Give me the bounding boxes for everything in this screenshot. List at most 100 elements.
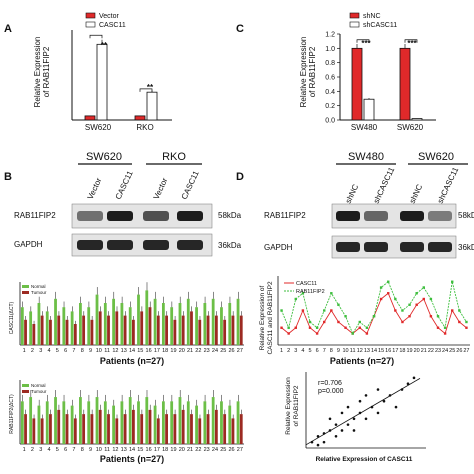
panel-letter-c: C [236, 23, 244, 35]
rab11fip2-bars-bar-16-1 [145, 397, 149, 444]
rab11fip2-bars-bar-27-1 [236, 401, 240, 444]
casc11-bars-bar-26-1 [228, 303, 232, 345]
rab11fip2-bars-bar-17-2 [156, 418, 160, 444]
rab11fip2-bars-xtick-5: 5 [56, 447, 59, 453]
scatter-anno-r: r=0.706 [318, 380, 342, 387]
panel-letter-b: B [4, 171, 12, 183]
rab11fip2-bars-xtick-2: 2 [31, 447, 34, 453]
line-point-2-20 [415, 292, 418, 295]
line-point-1-16 [387, 292, 390, 295]
casc11-bars-xtick-24: 24 [212, 348, 218, 354]
panel-c-sig-2: *** [407, 39, 417, 48]
casc11-bars-bar-14-1 [128, 307, 132, 345]
rab11fip2-bars-xtick-7: 7 [72, 447, 75, 453]
casc11-bars-bar-23-1 [203, 303, 207, 345]
rab11fip2-bars-bar-24-2 [214, 409, 218, 444]
line-xtick-23: 23 [435, 348, 441, 354]
panel-a-sig-1: ** [101, 41, 108, 50]
panel-d-blot-gapdh [331, 235, 457, 259]
casc11-bars-bar-13-2 [123, 315, 127, 345]
panel-b-size-58: 58kDa [218, 211, 242, 220]
scatter-point-20 [376, 388, 380, 391]
line-point-2-16 [387, 280, 390, 283]
scatter-point-26 [412, 376, 416, 380]
panel-a-xtick-rko: RKO [136, 123, 153, 132]
casc11-bars-bar-11-1 [103, 303, 107, 345]
casc11-bars-xtick-16: 16 [146, 348, 152, 354]
panel-a-legend-vector: Vector [99, 13, 120, 20]
casc11-bars-xtick-18: 18 [162, 348, 168, 354]
rab11fip2-bars-bar-27-2 [239, 414, 243, 444]
panel-b-lane-4: CASC11 [180, 169, 201, 201]
line-point-1-6 [315, 332, 319, 335]
line-point-1-24 [443, 332, 447, 335]
rab11fip2-bars-bar-8-2 [82, 414, 86, 444]
rab11fip2-bars-bar-18-1 [161, 401, 165, 444]
scatter-point-8 [340, 429, 344, 432]
casc11-bars-bar-11-2 [107, 315, 110, 345]
casc11-bars-xtick-14: 14 [129, 348, 135, 354]
scatter-point-10 [346, 423, 350, 426]
casc11-bars-xtick-10: 10 [96, 348, 102, 354]
rab11fip2-bars-bar-26-1 [228, 405, 232, 444]
panel-b-band-2-2 [107, 240, 133, 250]
rab11fip2-bars-bar-9-1 [87, 401, 91, 444]
rab11fip2-bars-bar-18-2 [165, 414, 168, 444]
panel-d-band-1-4 [428, 211, 452, 221]
line-legend-rab11fip2: RAB11FIP2 [296, 289, 325, 295]
line-xtick-6: 6 [316, 348, 319, 354]
rab11fip2-bars-bar-10-2 [98, 409, 102, 444]
rab11fip2-bars-bar-11-1 [103, 401, 107, 444]
line-point-2-17 [394, 297, 397, 301]
line-point-1-4 [301, 309, 305, 312]
patients-xlabel-3: Patients (n=27) [330, 356, 394, 366]
scatter-point-2 [316, 435, 320, 438]
line-xtick-11: 11 [350, 348, 356, 354]
line-point-2-2 [287, 326, 290, 329]
panel-b-band-1-2 [107, 211, 133, 221]
casc11-bars-bar-3-1 [37, 303, 41, 345]
casc11-bars-xtick-7: 7 [72, 348, 75, 354]
line-point-2-4 [301, 292, 305, 295]
line-series-rab11fip2 [281, 281, 467, 335]
scatter-point-12 [352, 417, 356, 421]
casc11-bars-bar-19-1 [170, 307, 174, 345]
panel-d-lane-2: shCASC11 [372, 165, 397, 205]
rab11fip2-bars-bar-3-2 [40, 418, 44, 444]
line-point-1-26 [458, 320, 461, 324]
casc11-bars-bar-20-2 [181, 315, 185, 345]
panel-c-ytick-label-3: 0.4 [325, 89, 335, 96]
panel-b-lane-2: CASC11 [114, 169, 135, 201]
line-point-1-15 [379, 297, 383, 301]
rab11fip2-bars-xtick-26: 26 [228, 447, 234, 453]
line-xtick-10: 10 [342, 348, 348, 354]
panel-a-legend-casc11: CASC11 [99, 22, 126, 29]
casc11-bars-bar-18-1 [161, 303, 165, 345]
panel-c-ytick-label-5: 0.8 [325, 60, 335, 67]
casc11-bars-bar-15-2 [140, 311, 144, 345]
casc11-bars-bar-25-2 [223, 319, 227, 345]
casc11-bars-bar-13-1 [120, 303, 124, 345]
line-point-1-17 [394, 309, 397, 312]
line-xtick-27: 27 [463, 348, 469, 354]
legend-tumour-2: Tumour [31, 389, 47, 394]
panel-b-band-1-3 [143, 211, 169, 221]
rab11fip2-bars-xtick-1: 1 [23, 447, 26, 453]
rab11fip2-bars-xtick-11: 11 [104, 447, 110, 453]
panel-a-bar-2-2 [146, 91, 158, 121]
casc11-bars-bar-8-1 [79, 303, 82, 345]
line-xtick-22: 22 [428, 348, 434, 354]
line-ylabel-1: Relative Expression of [259, 285, 266, 350]
rab11fip2-bars-bar-5-2 [57, 409, 61, 444]
line-point-2-21 [422, 286, 425, 289]
line-xtick-25: 25 [449, 348, 455, 354]
panel-c-bar-chart: 0.0 0.2 0.4 0.6 0.8 1.0 1.2 [325, 32, 436, 125]
line-xtick-1: 1 [280, 348, 283, 354]
rab11fip2-bars-xtick-23: 23 [204, 447, 210, 453]
casc11-bars-bar-6-1 [62, 307, 66, 345]
rab11fip2-bars-bar-6-1 [62, 401, 66, 444]
casc11-bars-bar-7-1 [70, 311, 74, 345]
line-point-1-27 [465, 326, 468, 329]
panel-c-legend-shcasc11: shCASC11 [363, 22, 397, 29]
line-point-1-10 [344, 326, 347, 329]
